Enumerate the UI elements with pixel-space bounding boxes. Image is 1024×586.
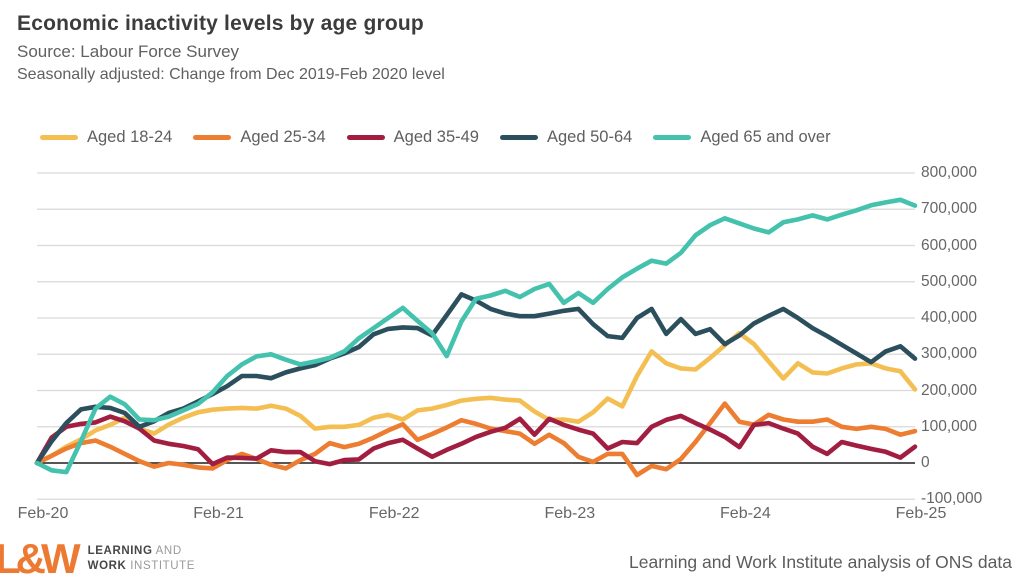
legend-label: Aged 35-49 (393, 128, 479, 146)
y-tick-label: 500,000 (921, 272, 978, 290)
y-tick-label: 400,000 (921, 309, 978, 326)
series-line-aged-25-34 (34, 401, 918, 478)
legend-label: Aged 25-34 (240, 128, 326, 146)
legend-item-aged-25-34: Aged 25-34 (193, 128, 326, 147)
logo-line1-bold: LEARNING (87, 545, 153, 557)
legend-swatch (499, 135, 538, 140)
y-tick-label: 100,000 (921, 417, 978, 435)
legend-swatch (653, 135, 692, 140)
y-tick-label: 600,000 (921, 236, 978, 254)
y-tick-label: 800,000 (921, 164, 978, 181)
legend-swatch (346, 135, 385, 140)
x-tick-label: Feb-20 (17, 505, 69, 522)
y-tick-label: 300,000 (921, 345, 978, 363)
logo-line2-bold: WORK (87, 560, 127, 572)
y-tick-label: 0 (921, 454, 930, 471)
legend-label: Aged 50-64 (546, 128, 633, 146)
legend-label: Aged 65 and over (700, 128, 831, 146)
series-line-aged-35-49 (34, 413, 918, 467)
series-line-aged-18-24 (34, 330, 918, 466)
x-tick-label: Feb-23 (544, 505, 596, 522)
page-title: Economic inactivity levels by age group (17, 12, 424, 35)
y-tick-label: 700,000 (921, 200, 978, 218)
logo-lw-mark: L&W (0, 535, 81, 582)
legend-item-aged-35-49: Aged 35-49 (346, 128, 479, 147)
legend-item-aged-65-and-over: Aged 65 and over (653, 128, 831, 147)
legend: Aged 18-24 Aged 25-34 Aged 35-49 Aged 50-64… (40, 128, 831, 147)
x-tick-label: Feb-22 (368, 505, 420, 522)
legend-swatch (40, 135, 78, 140)
learning-and-work-institute-logo: L&W LEARNING AND WORK INSTITUTE (0, 536, 195, 582)
chart-source: Source: Labour Force Survey (17, 42, 240, 61)
x-tick-label: Feb-21 (193, 505, 244, 522)
legend-swatch (193, 135, 232, 140)
x-tick-label: Feb-25 (895, 505, 947, 522)
chart-adjustment-note: Seasonally adjusted: Change from Dec 201… (17, 66, 445, 83)
logo-line1-rest: AND (152, 545, 182, 557)
legend-item-aged-50-64: Aged 50-64 (499, 128, 633, 147)
legend-label: Aged 18-24 (87, 128, 173, 146)
logo-line2-rest: INSTITUTE (126, 560, 196, 572)
logo-wordmark: LEARNING AND WORK INSTITUTE (88, 544, 195, 574)
y-tick-label: -100,000 (921, 490, 983, 508)
attribution-text: Learning and Work Institute analysis of … (629, 552, 1012, 572)
series-line-aged-65-and-over (34, 197, 918, 475)
y-tick-label: 200,000 (921, 381, 978, 399)
x-tick-label: Feb-24 (720, 505, 771, 522)
legend-item-aged-18-24: Aged 18-24 (40, 128, 172, 147)
